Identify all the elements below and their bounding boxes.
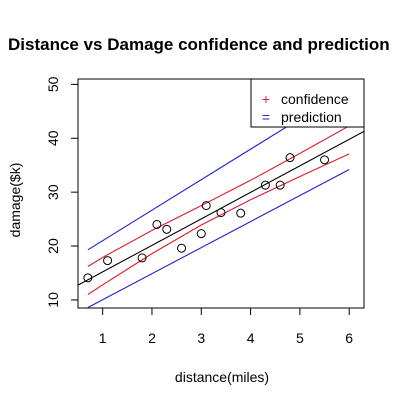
data-point-13 bbox=[285, 153, 295, 163]
points-layer bbox=[83, 153, 330, 283]
data-point-1 bbox=[83, 273, 93, 283]
y-tick-label: 50 bbox=[45, 76, 61, 92]
x-tick-label: 2 bbox=[148, 330, 156, 346]
x-axis-title: distance(miles) bbox=[175, 369, 269, 385]
x-tick-label: 3 bbox=[197, 330, 205, 346]
data-point-12 bbox=[275, 180, 285, 190]
data-point-3 bbox=[137, 253, 147, 263]
data-point-5 bbox=[162, 224, 172, 234]
chart-title: Distance vs Damage confidence and predic… bbox=[8, 35, 390, 54]
y-axis: 10 20 30 40 50 bbox=[45, 76, 79, 308]
legend-label-prediction: prediction bbox=[281, 109, 342, 125]
y-tick-label: 40 bbox=[45, 130, 61, 146]
legend-symbol-prediction: = bbox=[262, 109, 270, 125]
data-point-6 bbox=[177, 243, 187, 253]
y-tick-label: 10 bbox=[45, 292, 61, 308]
data-point-9 bbox=[216, 208, 226, 218]
x-tick-label: 5 bbox=[296, 330, 304, 346]
legend-label-confidence: confidence bbox=[281, 91, 349, 107]
x-tick-label: 6 bbox=[345, 330, 353, 346]
data-point-14 bbox=[320, 155, 330, 165]
data-point-11 bbox=[260, 180, 270, 190]
legend: + confidence = prediction bbox=[250, 78, 365, 128]
y-axis-title: damage($k) bbox=[7, 163, 23, 238]
prediction-band-lower bbox=[87, 169, 350, 308]
y-tick-label: 20 bbox=[45, 238, 61, 254]
x-axis: 1 2 3 4 5 6 bbox=[99, 307, 353, 346]
data-point-2 bbox=[103, 256, 113, 266]
x-tick-label: 4 bbox=[247, 330, 255, 346]
data-point-7 bbox=[196, 229, 206, 239]
confidence-band-upper bbox=[87, 125, 350, 267]
data-point-4 bbox=[152, 219, 162, 229]
confidence-band-lower bbox=[87, 153, 350, 295]
y-tick-label: 30 bbox=[45, 184, 61, 200]
data-point-10 bbox=[236, 208, 246, 218]
legend-symbol-confidence: + bbox=[262, 91, 270, 107]
x-tick-label: 1 bbox=[99, 330, 107, 346]
data-point-8 bbox=[201, 201, 211, 211]
legend-box bbox=[250, 78, 365, 128]
